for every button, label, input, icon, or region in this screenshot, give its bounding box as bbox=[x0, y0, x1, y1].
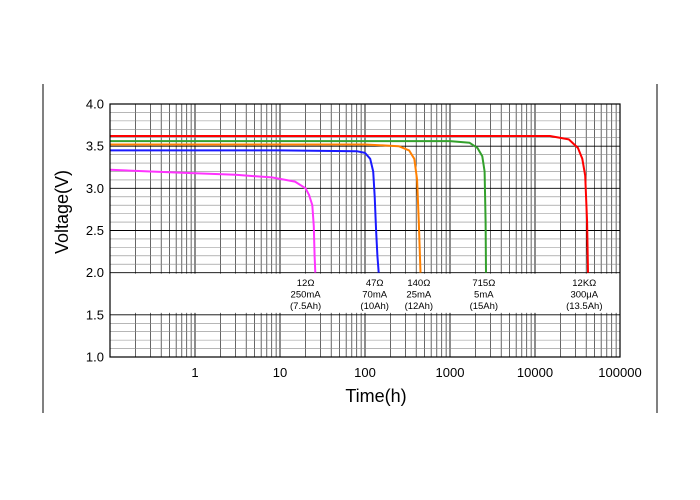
x-axis-title: Time(h) bbox=[345, 386, 406, 406]
series-annotation-4-line-3: (15Ah) bbox=[470, 301, 499, 312]
x-tick-label: 1000 bbox=[436, 365, 465, 380]
series-annotation-3-line-3: (12Ah) bbox=[405, 301, 434, 312]
series-annotation-1-line-1: 12Ω bbox=[297, 278, 315, 289]
series-line-4 bbox=[110, 140, 487, 273]
series-line-2 bbox=[110, 149, 380, 273]
series-annotation-2-line-3: (10Ah) bbox=[360, 301, 389, 312]
series-lines bbox=[109, 135, 589, 273]
plot-area-border bbox=[109, 103, 621, 358]
x-tick-label: 1 bbox=[191, 365, 198, 380]
series-annotation-2-line-2: 70mA bbox=[362, 290, 387, 301]
y-tick-label: 2.0 bbox=[86, 265, 104, 280]
series-annotation-5-line-2: 300μA bbox=[570, 290, 598, 301]
x-tick-label: 10 bbox=[273, 365, 287, 380]
y-tick-labels: 1.0 1.5 2.0 2.5 3.0 3.5 4.0 bbox=[86, 97, 104, 365]
x-tick-label: 100000 bbox=[598, 365, 641, 380]
x-tick-label: 10000 bbox=[517, 365, 553, 380]
series-annotation-5-line-1: 12KΩ bbox=[572, 278, 596, 289]
y-axis-title: Voltage(V) bbox=[52, 170, 72, 254]
series-annotation-2-line-1: 47Ω bbox=[366, 278, 384, 289]
y-tick-label: 1.5 bbox=[86, 307, 104, 322]
series-annotation-3-line-2: 25mA bbox=[406, 290, 431, 301]
series-line-5 bbox=[110, 135, 589, 273]
annotation-band-bg bbox=[110, 273, 620, 313]
y-tick-label: 3.5 bbox=[86, 139, 104, 154]
series-annotation-5-line-3: (13.5Ah) bbox=[566, 301, 602, 312]
x-tick-label: 100 bbox=[354, 365, 376, 380]
annotation-band bbox=[110, 273, 620, 313]
series-annotation-1-line-3: (7.5Ah) bbox=[290, 301, 321, 312]
y-tick-label: 4.0 bbox=[86, 97, 104, 112]
y-tick-label: 2.5 bbox=[86, 223, 104, 238]
series-line-1 bbox=[109, 168, 317, 273]
x-tick-labels: 1 10 100 1000 10000 100000 bbox=[191, 365, 641, 380]
series-annotation-4-line-2: 5mA bbox=[474, 290, 494, 301]
y-tick-label: 1.0 bbox=[86, 350, 104, 365]
series-annotation-4-line-1: 715Ω bbox=[472, 278, 495, 289]
series-annotation-3-line-1: 140Ω bbox=[407, 278, 430, 289]
series-annotation-1-line-2: 250mA bbox=[291, 290, 322, 301]
series-line-3 bbox=[110, 143, 422, 273]
y-tick-label: 3.0 bbox=[86, 181, 104, 196]
